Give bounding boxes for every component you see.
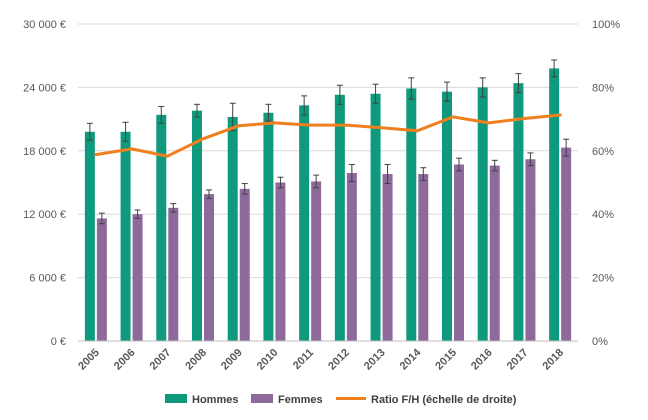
legend: Hommes Femmes Ratio F/H (échelle de droi…	[165, 394, 517, 406]
bar-hommes-2015	[442, 91, 452, 341]
x-tick-label: 2009	[219, 347, 245, 373]
bar-femmes-2007	[168, 207, 179, 341]
x-axis: 2005 2006 2007 2008 2009 2010 2011 2012 2013 2014…	[76, 340, 578, 373]
ratio-line	[94, 113, 562, 158]
right-tick-label: 100%	[592, 19, 620, 31]
ratio-point-2011	[308, 123, 312, 127]
right-tick-label: 20%	[592, 273, 614, 285]
bar-femmes-2010	[275, 182, 286, 341]
gridlines	[78, 23, 578, 342]
right-axis: 0% 20% 40% 60% 80% 100%	[592, 19, 620, 348]
bar-hommes-2018	[549, 68, 560, 341]
bar-hommes-2005	[84, 131, 95, 341]
x-tick-label: 2016	[469, 347, 495, 373]
x-tick-label: 2005	[76, 347, 102, 373]
ratio-point-2005	[94, 153, 98, 157]
bar-femmes-2014	[418, 174, 429, 341]
ratio-point-2017	[522, 116, 526, 120]
x-tick-label: 2015	[433, 347, 459, 373]
bar-femmes-2016	[489, 165, 500, 341]
ratio-point-2018	[558, 113, 562, 117]
x-tick-label: 2007	[148, 347, 174, 373]
ratio-point-2008	[201, 137, 205, 141]
x-tick-label: 2014	[398, 346, 424, 372]
x-tick-label: 2011	[291, 347, 316, 372]
left-tick-label: 12 000 €	[23, 209, 66, 221]
bars	[84, 68, 572, 342]
legend-label-hommes: Hommes	[192, 394, 238, 406]
ratio-point-2006	[130, 147, 134, 151]
legend-swatch-hommes	[165, 394, 187, 403]
ratio-point-2012	[344, 123, 348, 127]
bar-femmes-2015	[454, 164, 464, 341]
bar-hommes-2014	[406, 88, 417, 341]
left-tick-label: 30 000 €	[23, 19, 66, 31]
x-tick-label: 2017	[505, 347, 531, 373]
ratio-point-2016	[487, 121, 491, 125]
bar-hommes-2013	[370, 93, 381, 342]
x-tick-label: 2018	[540, 347, 566, 373]
left-tick-label: 0 €	[51, 336, 66, 348]
legend-swatch-femmes	[251, 394, 273, 403]
left-axis: 0 € 6 000 € 12 000 € 18 000 € 24 000 € 30 000…	[23, 19, 66, 348]
ratio-point-2007	[165, 154, 169, 158]
bar-hommes-2007	[156, 114, 167, 341]
bar-femmes-2017	[525, 159, 536, 341]
bar-femmes-2008	[204, 194, 214, 341]
legend-label-ratio: Ratio F/H (échelle de droite)	[371, 394, 517, 406]
x-tick-label: 2012	[326, 347, 352, 373]
bar-hommes-2012	[334, 94, 345, 342]
bar-femmes-2013	[382, 174, 393, 341]
right-tick-label: 40%	[592, 209, 614, 221]
right-tick-label: 0%	[592, 336, 608, 348]
x-tick-label: 2006	[112, 347, 138, 373]
error-bars	[86, 59, 570, 225]
x-tick-label: 2008	[183, 347, 209, 373]
bar-hommes-2010	[263, 112, 274, 341]
ratio-line-group	[94, 113, 562, 158]
left-tick-label: 6 000 €	[29, 273, 66, 285]
bar-hommes-2011	[299, 105, 310, 341]
bar-hommes-2009	[227, 116, 238, 341]
bar-hommes-2006	[120, 131, 131, 341]
right-tick-label: 60%	[592, 146, 614, 158]
bar-femmes-2006	[132, 214, 143, 341]
legend-label-femmes: Femmes	[278, 394, 323, 406]
bar-femmes-2005	[96, 218, 107, 341]
ratio-point-2010	[272, 121, 276, 125]
left-tick-label: 24 000 €	[23, 82, 66, 94]
x-tick-label: 2010	[255, 347, 281, 373]
left-tick-label: 18 000 €	[23, 146, 66, 158]
x-tick-label: 2013	[362, 347, 388, 373]
bar-femmes-2011	[311, 181, 322, 341]
right-tick-label: 80%	[592, 82, 614, 94]
ratio-point-2013	[380, 126, 384, 130]
bar-femmes-2012	[346, 172, 357, 341]
ratio-point-2014	[415, 129, 419, 133]
bar-femmes-2009	[239, 188, 250, 341]
bar-femmes-2018	[561, 147, 572, 341]
ratio-point-2009	[237, 124, 241, 128]
bar-hommes-2016	[477, 87, 488, 342]
ratio-point-2015	[451, 115, 455, 119]
bar-hommes-2008	[192, 110, 202, 341]
bar-hommes-2017	[513, 83, 524, 341]
